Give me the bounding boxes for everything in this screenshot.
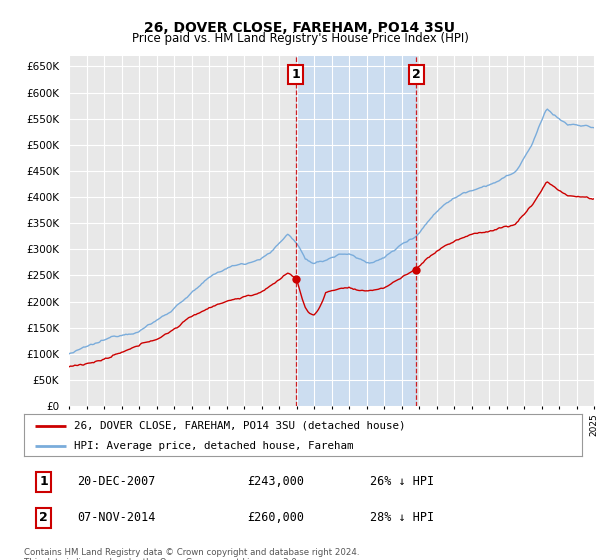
Text: £243,000: £243,000 xyxy=(247,475,304,488)
Text: 1: 1 xyxy=(39,475,48,488)
Text: 26% ↓ HPI: 26% ↓ HPI xyxy=(370,475,434,488)
Text: 28% ↓ HPI: 28% ↓ HPI xyxy=(370,511,434,525)
Text: 26, DOVER CLOSE, FAREHAM, PO14 3SU (detached house): 26, DOVER CLOSE, FAREHAM, PO14 3SU (deta… xyxy=(74,421,406,431)
Text: 07-NOV-2014: 07-NOV-2014 xyxy=(77,511,155,525)
Text: £260,000: £260,000 xyxy=(247,511,304,525)
Text: Price paid vs. HM Land Registry's House Price Index (HPI): Price paid vs. HM Land Registry's House … xyxy=(131,32,469,45)
Text: HPI: Average price, detached house, Fareham: HPI: Average price, detached house, Fare… xyxy=(74,441,354,451)
Text: 26, DOVER CLOSE, FAREHAM, PO14 3SU: 26, DOVER CLOSE, FAREHAM, PO14 3SU xyxy=(145,21,455,35)
Text: 2: 2 xyxy=(412,68,421,81)
Text: 20-DEC-2007: 20-DEC-2007 xyxy=(77,475,155,488)
Text: Contains HM Land Registry data © Crown copyright and database right 2024.
This d: Contains HM Land Registry data © Crown c… xyxy=(24,548,359,560)
Text: 2: 2 xyxy=(39,511,48,525)
Text: 1: 1 xyxy=(292,68,301,81)
Bar xyxy=(296,56,416,406)
